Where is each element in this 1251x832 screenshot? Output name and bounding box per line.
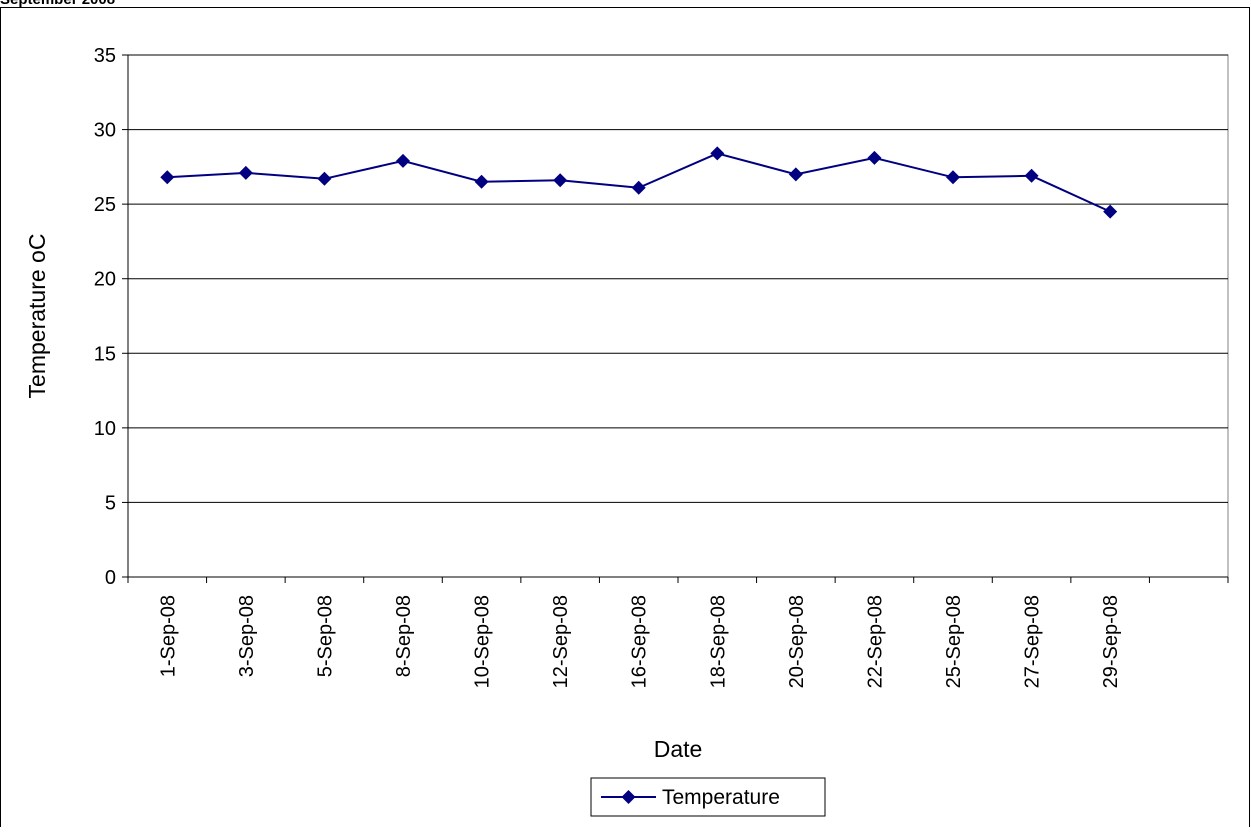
y-tick-label: 20: [94, 269, 116, 291]
data-point-marker: [631, 180, 646, 195]
x-tick-label: 12-Sep-08: [550, 595, 572, 688]
x-tick-label: 18-Sep-08: [707, 595, 729, 688]
x-tick-label: 1-Sep-08: [157, 595, 179, 677]
y-tick-label: 15: [94, 343, 116, 365]
data-series: [160, 146, 1118, 219]
gridlines: [128, 54, 1228, 503]
x-tick-label: 5-Sep-08: [314, 595, 336, 677]
x-tick-label: 27-Sep-08: [1022, 595, 1044, 688]
data-point-marker: [160, 170, 175, 185]
chart-title: September 2008: [0, 0, 115, 8]
data-point-marker: [946, 170, 960, 185]
data-point-marker: [396, 153, 410, 168]
plot-area: [127, 54, 1229, 578]
x-axis-title: Date: [654, 736, 703, 762]
data-point-marker: [788, 167, 803, 182]
data-point-marker: [710, 146, 725, 161]
y-tick-label: 35: [94, 45, 116, 67]
x-tick-label: 22-Sep-08: [864, 595, 886, 688]
data-point-marker: [553, 173, 568, 188]
data-point-marker: [238, 165, 253, 180]
x-tick-label: 10-Sep-08: [472, 595, 494, 688]
axes: [122, 54, 1229, 583]
y-tick-label: 5: [105, 492, 116, 514]
data-point-marker: [317, 171, 332, 186]
x-tick-label: 16-Sep-08: [629, 595, 651, 688]
data-point-marker: [867, 150, 882, 165]
y-tick-label: 0: [105, 567, 116, 589]
x-tick-label: 3-Sep-08: [236, 595, 258, 677]
y-tick-label: 10: [94, 418, 116, 440]
legend-label: Temperature: [662, 786, 780, 809]
legend: Temperature: [590, 777, 826, 817]
data-point-marker: [1103, 204, 1118, 219]
x-axis-tick-labels: 1-Sep-08 3-Sep-08 5-Sep-08 8-Sep-08 10-Sep-0…: [157, 595, 1122, 688]
x-tick-label: 8-Sep-08: [393, 595, 415, 677]
y-tick-label: 30: [94, 120, 116, 142]
data-point-marker: [474, 174, 489, 189]
x-tick-label: 25-Sep-08: [943, 595, 965, 688]
y-tick-label: 25: [94, 194, 116, 216]
x-tick-label: 29-Sep-08: [1100, 595, 1122, 688]
y-axis-tick-labels: 0 5 10 15 20 25 30 35: [94, 45, 116, 589]
x-tick-label: 20-Sep-08: [786, 595, 808, 688]
y-axis-title: Temperature oC: [24, 234, 50, 399]
legend-diamond-marker: [621, 790, 636, 804]
data-point-marker: [1024, 168, 1039, 183]
